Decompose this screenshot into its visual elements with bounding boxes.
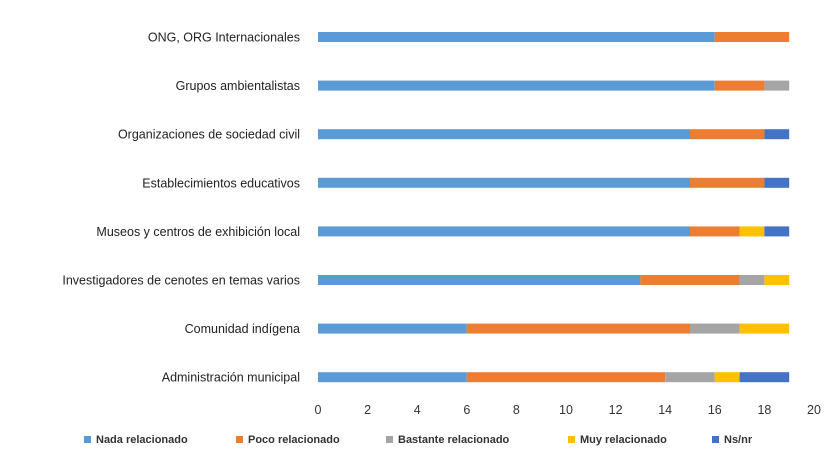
category-label: Organizaciones de sociedad civil — [118, 128, 300, 142]
legend-swatch-nada-relacionado — [84, 436, 91, 443]
bar-segment-bastante-relacionado-7 — [690, 323, 740, 334]
category-label: Comunidad indígena — [185, 322, 300, 336]
x-tick-label: 12 — [609, 403, 623, 417]
x-tick-label: 10 — [559, 403, 573, 417]
x-tick-label: 2 — [364, 403, 371, 417]
bar-segment-muy-relacionado-5 — [739, 226, 765, 237]
bar-segment-poco-relacionado-3 — [690, 129, 765, 140]
legend-swatch-bastante-relacionado — [386, 436, 393, 443]
bar-segment-poco-relacionado-1 — [714, 32, 790, 42]
bar-segment-muy-relacionado-8 — [714, 372, 740, 383]
legend-label-muy-relacionado: Muy relacionado — [580, 434, 667, 446]
bar-segment-nada-relacionado-2 — [318, 80, 715, 91]
category-label: ONG, ORG Internacionales — [148, 31, 300, 45]
bar-segment-nada-relacionado-6 — [318, 275, 641, 285]
bar-segment-muy-relacionado-6 — [764, 275, 790, 285]
category-label: Investigadores de cenotes en temas vario… — [62, 274, 300, 288]
category-label: Administración municipal — [162, 371, 300, 385]
x-tick-label: 0 — [315, 403, 322, 417]
x-tick-label: 20 — [807, 403, 821, 417]
x-tick-label: 4 — [414, 403, 421, 417]
x-tick-label: 14 — [658, 403, 672, 417]
legend-label-poco-relacionado: Poco relacionado — [248, 434, 340, 446]
category-labels: ONG, ORG Internacionales Grupos ambiental… — [62, 31, 300, 385]
bar-segment-poco-relacionado-8 — [466, 372, 666, 383]
bar-segment-ns-nr-4 — [764, 177, 790, 188]
bar-segment-ns-nr-3 — [764, 129, 790, 140]
bar-segment-nada-relacionado-4 — [318, 177, 690, 188]
bar-segment-bastante-relacionado-8 — [665, 372, 715, 383]
bar-segment-poco-relacionado-4 — [690, 177, 765, 188]
legend-swatch-poco-relacionado — [236, 436, 243, 443]
bar-segment-bastante-relacionado-6 — [739, 275, 765, 285]
bar-segment-ns-nr-5 — [764, 226, 790, 237]
bar-segment-poco-relacionado-7 — [466, 323, 690, 334]
legend: Nada relacionado Poco relacionado Bastante… — [84, 434, 753, 446]
legend-label-bastante-relacionado: Bastante relacionado — [398, 434, 510, 446]
x-tick-label: 16 — [708, 403, 722, 417]
legend-label-ns-nr: Ns/nr — [724, 434, 753, 446]
bar-segment-poco-relacionado-6 — [640, 275, 740, 285]
legend-label-nada-relacionado: Nada relacionado — [96, 434, 188, 446]
legend-swatch-ns-nr — [712, 436, 719, 443]
bar-segment-ns-nr-8 — [739, 372, 790, 383]
category-label: Grupos ambientalistas — [176, 79, 300, 93]
category-label: Museos y centros de exhibición local — [96, 225, 300, 239]
bar-segment-nada-relacionado-1 — [318, 32, 715, 42]
legend-swatch-muy-relacionado — [568, 436, 575, 443]
bar-segment-nada-relacionado-3 — [318, 129, 690, 140]
x-tick-label: 18 — [757, 403, 771, 417]
bar-segment-poco-relacionado-5 — [690, 226, 740, 237]
bars-group — [318, 32, 790, 383]
bar-segment-poco-relacionado-2 — [714, 80, 765, 91]
bar-segment-muy-relacionado-7 — [739, 323, 790, 334]
bar-segment-bastante-relacionado-2 — [764, 80, 790, 91]
bar-segment-nada-relacionado-8 — [318, 372, 467, 383]
x-axis-tick-labels: 0 2 4 6 8 10 12 14 16 18 20 — [315, 403, 821, 417]
bar-segment-nada-relacionado-5 — [318, 226, 690, 237]
category-label: Establecimientos educativos — [142, 176, 300, 190]
x-tick-label: 6 — [463, 403, 470, 417]
x-tick-label: 8 — [513, 403, 520, 417]
bar-segment-nada-relacionado-7 — [318, 323, 467, 334]
